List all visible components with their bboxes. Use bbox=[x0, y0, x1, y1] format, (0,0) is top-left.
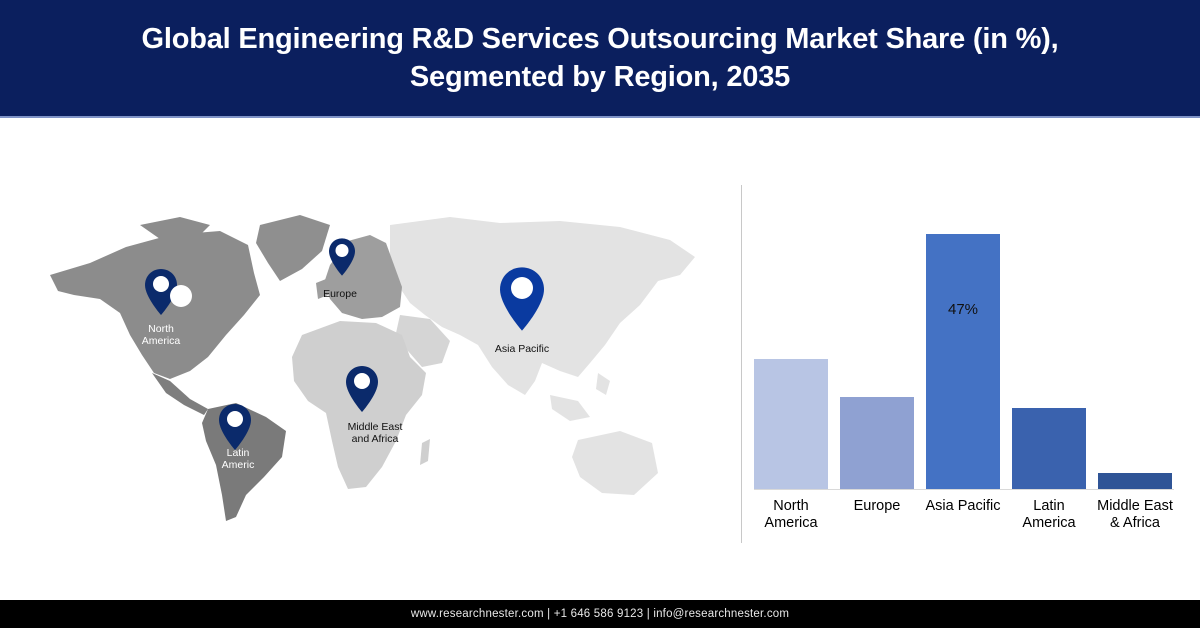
pin-label-asia-pacific: Asia Pacific bbox=[494, 343, 550, 355]
x-tick-label: Asia Pacific bbox=[925, 498, 1001, 514]
bar-latin-america bbox=[1012, 408, 1086, 489]
map-pin-latin-america-icon bbox=[219, 404, 251, 450]
title-banner: Global Engineering R&D Services Outsourc… bbox=[0, 0, 1200, 118]
pin-label-north-america: North America bbox=[141, 323, 181, 347]
pin-label-europe: Europe bbox=[323, 288, 357, 300]
bar-chart: North America Europe Asia Pacific Latin Ameri… bbox=[742, 185, 1200, 545]
x-tick-label: North America bbox=[764, 498, 818, 531]
title-line-2: Segmented by Region, 2035 bbox=[409, 61, 791, 93]
pin-label-middle-east-africa: Middle East and Africa bbox=[347, 421, 403, 445]
title-line-1: Global Engineering R&D Services Outsourc… bbox=[141, 23, 1059, 55]
bar-asia-pacific bbox=[926, 234, 1000, 489]
map-pin-asia-pacific-icon bbox=[500, 267, 544, 331]
map-pin-north-america-icon bbox=[145, 269, 177, 315]
x-tick-label: Europe bbox=[853, 498, 901, 514]
x-tick-label: Latin America bbox=[1022, 498, 1076, 531]
bar-middle-east-africa bbox=[1098, 473, 1172, 489]
map-pin-middle-east-africa-icon bbox=[346, 366, 378, 412]
map-highlight-dot bbox=[170, 285, 192, 307]
bar-europe bbox=[840, 397, 914, 489]
x-tick-label: Middle East & Africa bbox=[1097, 498, 1173, 531]
chart-axis-line bbox=[741, 185, 742, 543]
world-map: North America Europe Asia Pacific Middle… bbox=[30, 195, 710, 525]
data-label: 47% bbox=[947, 301, 979, 318]
plot-area bbox=[754, 185, 1188, 489]
map-pin-europe-icon bbox=[329, 238, 355, 276]
pin-label-latin-america: Latin Americ bbox=[221, 447, 255, 471]
world-map-shapes bbox=[50, 215, 695, 521]
bar-north-america bbox=[754, 359, 828, 489]
x-axis-baseline bbox=[754, 489, 1174, 490]
footer-contact: www.researchnester.com | +1 646 586 9123… bbox=[0, 600, 1200, 628]
